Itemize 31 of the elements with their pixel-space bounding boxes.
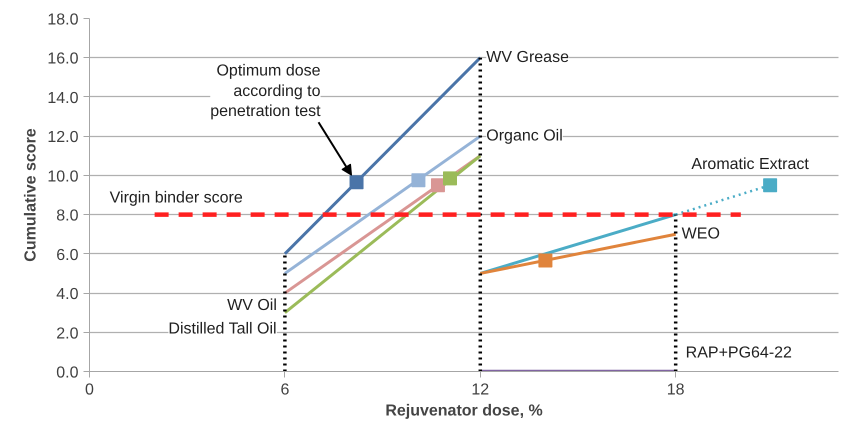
series-label: WV Oil	[227, 297, 277, 314]
y-tick-label: 2.0	[56, 325, 79, 342]
y-tick-label: 10.0	[47, 168, 79, 186]
y-tick-label: 0.0	[56, 364, 79, 382]
y-tick-label: 8.0	[56, 208, 79, 225]
y-tick-label: 14.0	[47, 90, 79, 107]
point	[350, 175, 364, 190]
y-tick-label: 18.0	[47, 12, 79, 28]
x-tick-label: 0	[85, 382, 94, 398]
y-tick-label: 16.0	[47, 50, 79, 68]
series-label: Virgin binder score	[110, 190, 243, 207]
y-axis-title: Cumulative score	[22, 128, 40, 262]
point	[442, 171, 457, 186]
point	[411, 173, 426, 188]
point	[430, 178, 445, 192]
series-label: RAP+PG64-22	[686, 344, 792, 362]
series-label: Aromatic Extract	[691, 156, 810, 174]
x-tick-label: 6	[280, 382, 290, 398]
point	[538, 254, 552, 268]
y-tick-label: 12.0	[47, 129, 79, 146]
y-tick-label: 4.0	[56, 286, 79, 304]
series-label: Distilled Tall Oil	[168, 320, 277, 338]
x-axis-title: Rejuvenator dose, %	[385, 402, 543, 420]
series-label: Organc Oil	[486, 128, 563, 145]
x-tick-label: 12	[471, 382, 490, 398]
series-label: WEO	[682, 226, 720, 243]
point	[763, 178, 778, 192]
annotation: Optimum dose according to penetration test	[210, 62, 322, 120]
x-tick-label: 18	[666, 382, 685, 398]
y-tick-label: 6.0	[56, 246, 79, 264]
series-label: WV Grease	[486, 49, 570, 66]
